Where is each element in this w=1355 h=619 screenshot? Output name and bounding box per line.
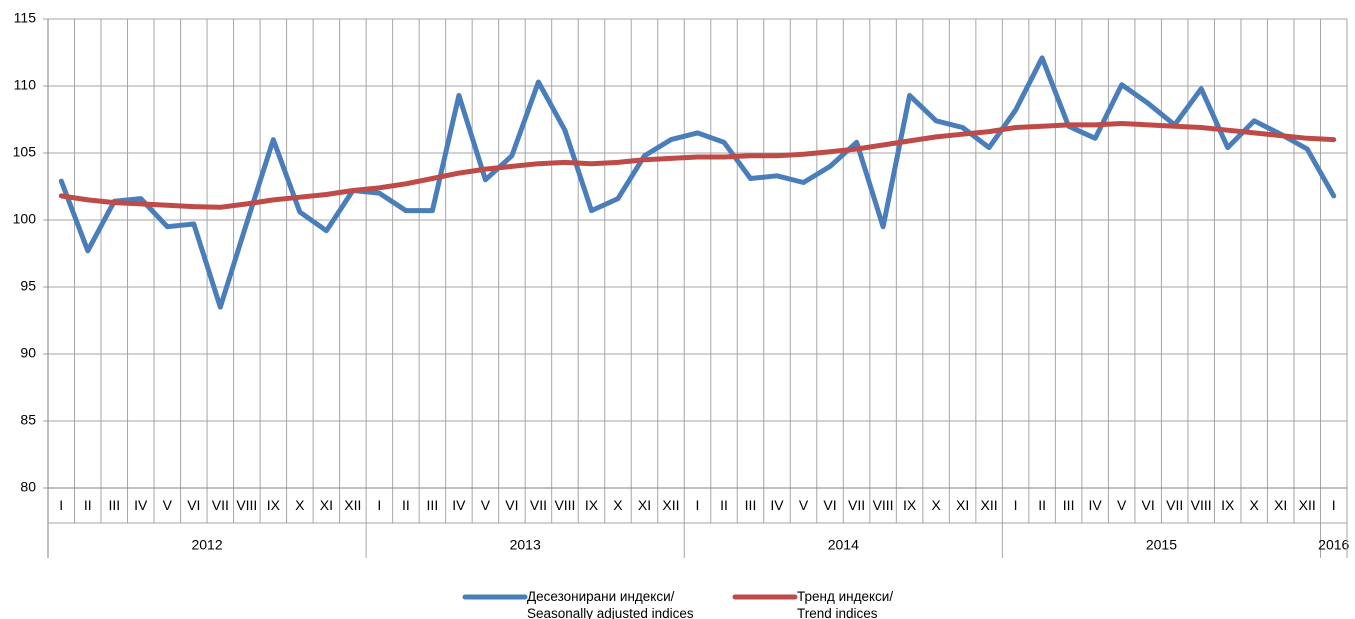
- y-tick-label: 95: [20, 278, 36, 294]
- x-tick-label: X: [295, 497, 305, 513]
- x-tick-label: VII: [530, 497, 547, 513]
- x-tick-label: IX: [1221, 497, 1235, 513]
- x-tick-label: VI: [823, 497, 836, 513]
- y-tick-label: 100: [13, 211, 37, 227]
- x-tick-label: VI: [187, 497, 200, 513]
- x-tick-label: X: [931, 497, 941, 513]
- series-line: [58, 55, 1337, 310]
- x-tick-label: VII: [848, 497, 865, 513]
- x-tick-label: III: [745, 497, 757, 513]
- x-tick-label: IV: [1089, 497, 1103, 513]
- y-tick-label: 115: [14, 10, 37, 26]
- x-tick-label: VII: [212, 497, 229, 513]
- x-tick-label: IV: [770, 497, 784, 513]
- x-tick-label: V: [163, 497, 173, 513]
- x-tick-label: VII: [1166, 497, 1183, 513]
- x-tick-label: X: [1250, 497, 1260, 513]
- x-tick-label: XI: [638, 497, 651, 513]
- legend-label: Тренд индекси/ Trend indices: [797, 589, 894, 619]
- y-tick-label: 110: [14, 77, 37, 93]
- x-tick-label: XII: [981, 497, 998, 513]
- year-label: 2012: [191, 537, 222, 553]
- x-tick-label: IX: [585, 497, 599, 513]
- x-tick-label: II: [1038, 497, 1046, 513]
- x-tick-label: VI: [505, 497, 518, 513]
- x-tick-label: VIII: [873, 497, 894, 513]
- y-tick-label: 85: [20, 412, 36, 428]
- x-tick-label: X: [613, 497, 623, 513]
- x-tick-label: V: [799, 497, 809, 513]
- x-tick-label: VIII: [1191, 497, 1212, 513]
- y-tick-label: 90: [20, 345, 36, 361]
- year-label: 2016: [1318, 537, 1349, 553]
- x-tick-label: XI: [956, 497, 969, 513]
- x-tick-label: II: [720, 497, 728, 513]
- x-tick-label: III: [108, 497, 120, 513]
- x-tick-label: II: [402, 497, 410, 513]
- x-tick-label: VIII: [554, 497, 575, 513]
- y-tick-label: 80: [20, 479, 36, 495]
- x-tick-label: VI: [1142, 497, 1155, 513]
- x-tick-label: III: [1063, 497, 1075, 513]
- x-tick-label: III: [427, 497, 439, 513]
- x-tick-label: XI: [320, 497, 333, 513]
- year-label: 2013: [510, 537, 541, 553]
- x-tick-label: I: [59, 497, 63, 513]
- x-tick-label: IV: [134, 497, 148, 513]
- x-tick-label: IX: [903, 497, 917, 513]
- x-tick-label: V: [1117, 497, 1127, 513]
- x-tick-label: I: [696, 497, 700, 513]
- x-tick-label: I: [1332, 497, 1336, 513]
- x-tick-label: XII: [344, 497, 361, 513]
- x-tick-label: IV: [452, 497, 466, 513]
- x-tick-label: VIII: [236, 497, 257, 513]
- series-line: [58, 121, 1337, 210]
- x-tick-label: XII: [662, 497, 679, 513]
- year-label: 2015: [1146, 537, 1177, 553]
- y-tick-label: 105: [13, 144, 37, 160]
- legend-label: Десезонирани индекси/ Seasonally adjuste…: [527, 589, 694, 619]
- x-tick-label: I: [1014, 497, 1018, 513]
- x-tick-label: I: [377, 497, 381, 513]
- x-tick-label: II: [84, 497, 92, 513]
- x-tick-label: XI: [1274, 497, 1287, 513]
- x-tick-label: XII: [1299, 497, 1316, 513]
- x-tick-label: IX: [267, 497, 281, 513]
- x-tick-label: V: [481, 497, 491, 513]
- year-label: 2014: [828, 537, 859, 553]
